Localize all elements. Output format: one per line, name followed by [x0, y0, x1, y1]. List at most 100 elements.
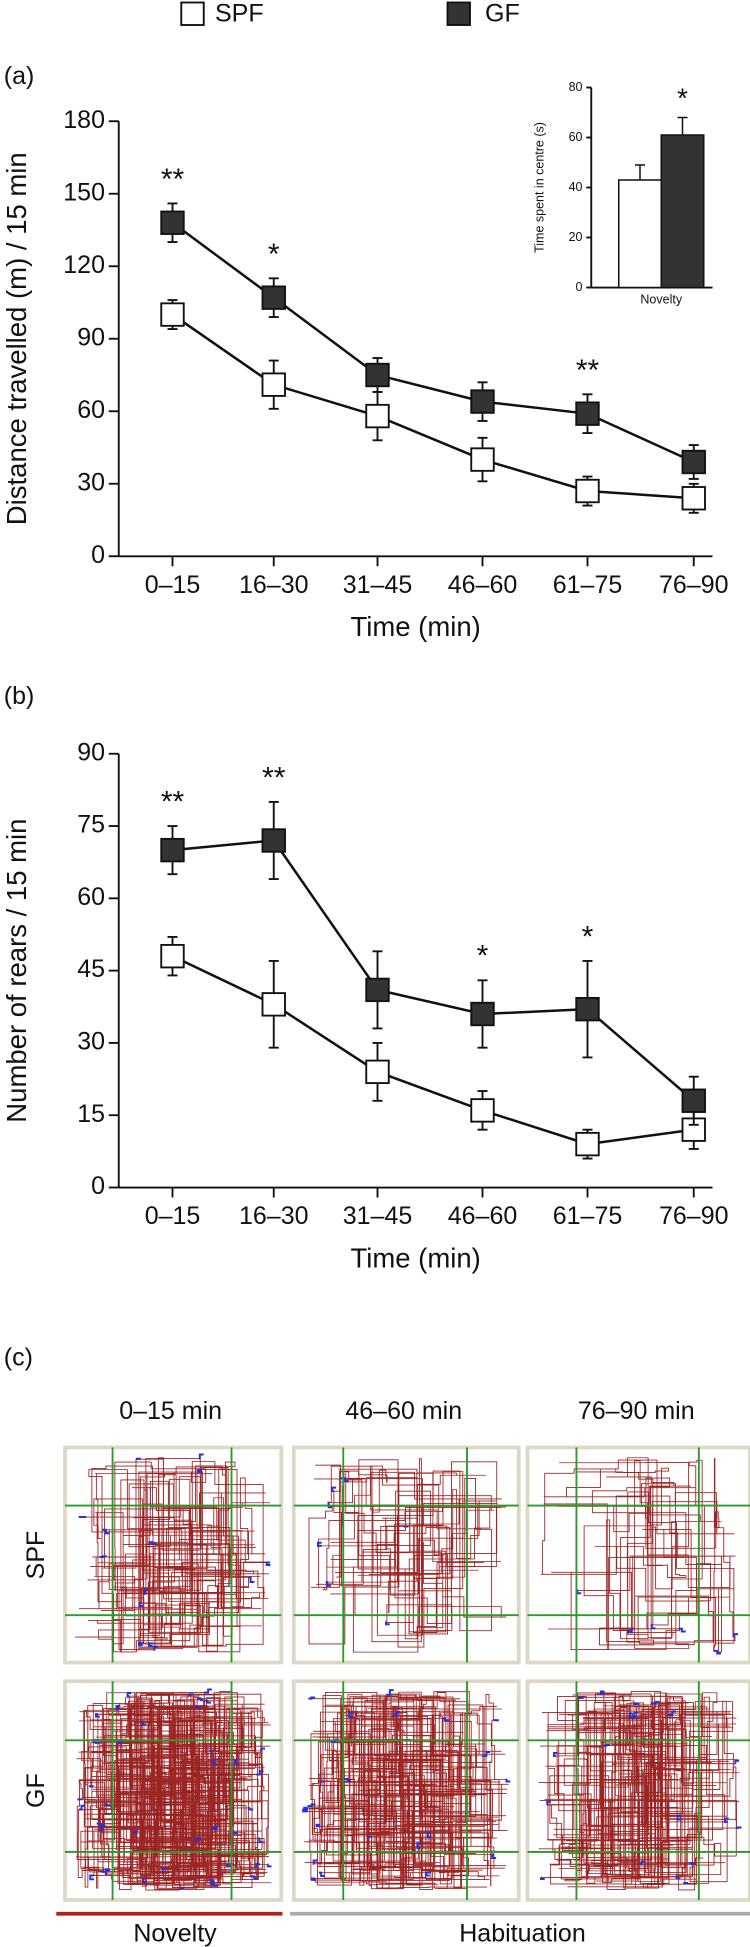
significance-label: ** [262, 761, 286, 794]
zone-grid [65, 1681, 282, 1901]
x-tick-label: 0–15 [145, 1202, 201, 1230]
zone-grid [65, 1447, 282, 1663]
marker [681, 1088, 706, 1113]
marker [365, 362, 390, 388]
column-label: 76–90 min [578, 1397, 695, 1425]
marker [160, 210, 185, 235]
zone-grid [293, 1681, 519, 1901]
marker [261, 828, 286, 853]
significance-label: ** [576, 354, 600, 387]
error-bar [677, 116, 688, 136]
y-axis-label: Time spent in centre (s) [532, 122, 546, 253]
rearing-marks [78, 1453, 271, 1651]
y-tick-label: 60 [77, 396, 105, 424]
marker [575, 996, 600, 1022]
x-tick-label: 61–75 [553, 1202, 623, 1230]
marker [365, 403, 390, 429]
series-line [171, 313, 694, 500]
track-plot [525, 1679, 750, 1902]
marker [470, 389, 495, 414]
legend-swatch [180, 1, 205, 26]
column-label: 0–15 min [119, 1397, 222, 1425]
legend-label: GF [485, 0, 520, 28]
y-tick-label: 80 [569, 80, 583, 94]
x-tick-label: 31–45 [343, 571, 413, 599]
x-tick-label: 61–75 [553, 571, 623, 599]
marker [575, 1131, 600, 1157]
legend-label: SPF [215, 0, 264, 28]
significance-label: * [268, 238, 280, 271]
significance-label: * [582, 920, 594, 953]
rearing-marks [77, 1688, 272, 1890]
marker [160, 837, 185, 863]
marker [470, 1001, 495, 1027]
zone-grid [527, 1681, 750, 1901]
marker [160, 943, 185, 969]
y-tick-label: 90 [77, 738, 105, 766]
marker [470, 1098, 495, 1123]
panel-label: (c) [4, 1343, 33, 1371]
marker [681, 449, 706, 475]
bar [618, 179, 662, 289]
y-tick-label: 120 [63, 251, 105, 279]
track [75, 1690, 272, 1891]
series-line [172, 839, 695, 1102]
marker [261, 372, 286, 397]
error-bar [635, 164, 645, 181]
marker [261, 285, 286, 310]
track-plot [63, 1679, 284, 1902]
track-plot [291, 1445, 521, 1665]
track-plot [291, 1679, 521, 1902]
rearing-marks [317, 1477, 409, 1626]
legend-swatch [446, 1, 471, 26]
track [540, 1457, 736, 1653]
x-tick-label: 16–30 [239, 571, 309, 599]
marker [365, 977, 390, 1003]
zone-grid [293, 1447, 519, 1663]
y-tick-label: 30 [77, 1028, 105, 1056]
x-tick-label: 76–90 [659, 1202, 729, 1230]
rearing-marks [302, 1689, 511, 1881]
marker [575, 401, 600, 426]
y-tick-label: 60 [569, 130, 583, 144]
arena-frame [525, 1445, 750, 1665]
y-tick-label: 75 [77, 811, 105, 839]
y-tick-label: 0 [576, 280, 583, 294]
track [538, 1690, 740, 1891]
x-tick-label: 76–90 [659, 571, 729, 599]
significance-label: * [477, 940, 489, 973]
track [308, 1458, 507, 1653]
x-tick-label: Novelty [640, 292, 682, 306]
y-tick-label: 60 [77, 883, 105, 911]
x-tick-label: 31–45 [343, 1202, 413, 1230]
y-tick-label: 90 [77, 323, 105, 351]
zone-grid [527, 1447, 750, 1663]
marker [681, 486, 706, 511]
row-label: GF [22, 1773, 50, 1808]
series-line [171, 955, 694, 1146]
marker [365, 1059, 390, 1085]
phase-label: Habituation [459, 1920, 585, 1947]
row-label: SPF [22, 1531, 50, 1580]
x-tick-label: 16–30 [239, 1202, 309, 1230]
y-tick-label: 180 [63, 106, 105, 134]
marker [160, 302, 185, 327]
y-tick-label: 40 [569, 180, 583, 194]
x-axis-label: Time (min) [350, 611, 480, 642]
y-tick-label: 45 [77, 955, 105, 983]
y-tick-label: 0 [91, 541, 105, 569]
x-axis-label: Time (min) [350, 1242, 480, 1273]
x-tick-label: 0–15 [145, 571, 201, 599]
x-tick-label: 46–60 [448, 571, 518, 599]
rearing-marks [540, 1690, 742, 1885]
marker [261, 992, 286, 1017]
panel-label: (b) [4, 682, 35, 710]
column-label: 46–60 min [345, 1397, 462, 1425]
significance-label: ** [161, 163, 185, 196]
phase-label: Novelty [133, 1920, 217, 1947]
panel-label: (a) [4, 62, 35, 90]
y-tick-label: 20 [569, 230, 583, 244]
track-plot [525, 1445, 750, 1665]
y-tick-label: 150 [63, 178, 105, 206]
